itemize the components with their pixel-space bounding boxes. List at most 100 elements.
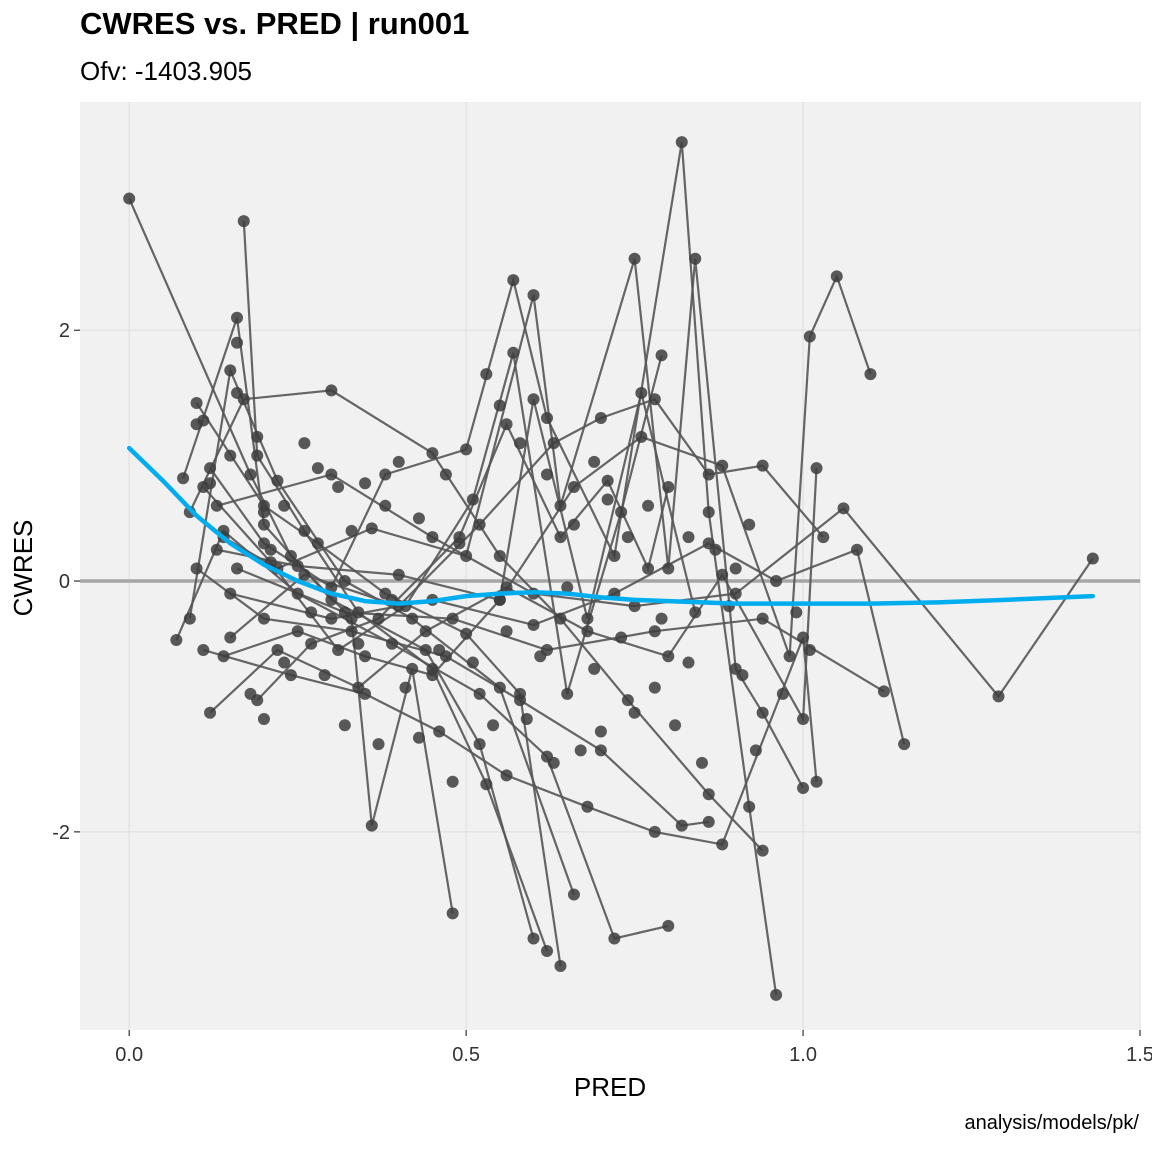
data-point	[608, 932, 621, 945]
series-line	[195, 567, 709, 827]
data-point	[567, 518, 580, 531]
data-point	[615, 631, 628, 644]
data-point	[237, 215, 250, 228]
x-axis-title: PRED	[574, 1072, 646, 1102]
y-tick-label: 2	[59, 320, 70, 342]
data-point	[305, 606, 318, 619]
data-point	[662, 919, 675, 932]
data-point	[338, 575, 351, 588]
data-point	[648, 393, 661, 406]
data-point	[702, 815, 715, 828]
data-point	[507, 346, 520, 359]
data-point	[244, 687, 257, 700]
data-point	[386, 637, 399, 650]
data-point	[810, 775, 823, 788]
data-point	[500, 418, 513, 431]
data-point	[460, 549, 473, 562]
data-point	[190, 562, 203, 575]
data-point	[850, 543, 863, 556]
data-point	[473, 738, 486, 751]
data-point	[338, 719, 351, 732]
data-point	[520, 712, 533, 725]
data-point	[446, 612, 459, 625]
data-point	[352, 681, 365, 694]
data-point	[466, 493, 479, 506]
data-point	[493, 399, 506, 412]
data-point	[588, 662, 601, 675]
data-point	[682, 656, 695, 669]
data-point	[534, 650, 547, 663]
data-point	[257, 712, 270, 725]
data-point	[365, 522, 378, 535]
data-point	[527, 932, 540, 945]
data-point	[257, 506, 270, 519]
data-point	[743, 800, 756, 813]
data-point	[264, 543, 277, 556]
data-point	[224, 449, 237, 462]
data-point	[837, 502, 850, 515]
data-point	[231, 386, 244, 399]
data-point	[318, 669, 331, 682]
data-point	[594, 725, 607, 738]
data-point	[527, 289, 540, 302]
data-point	[790, 606, 803, 619]
data-point	[197, 414, 210, 427]
data-point	[231, 562, 244, 575]
data-point	[224, 364, 237, 377]
data-point	[251, 449, 264, 462]
data-points	[123, 136, 1099, 1001]
data-point	[419, 644, 432, 657]
data-point	[608, 549, 621, 562]
data-point	[298, 437, 311, 450]
data-point	[621, 694, 634, 707]
data-point	[257, 518, 270, 531]
data-point	[460, 627, 473, 640]
data-point	[406, 612, 419, 625]
data-point	[743, 518, 756, 531]
series-line	[229, 397, 825, 639]
data-point	[877, 685, 890, 698]
data-point	[601, 474, 614, 487]
data-point	[797, 781, 810, 794]
data-point	[547, 437, 560, 450]
data-point	[803, 644, 816, 657]
data-point	[615, 506, 628, 519]
data-point	[628, 706, 641, 719]
data-point	[123, 192, 136, 205]
data-point	[662, 562, 675, 575]
data-point	[271, 644, 284, 657]
data-point	[392, 568, 405, 581]
data-point	[648, 625, 661, 638]
data-point	[453, 537, 466, 550]
x-tick-label: 1.0	[789, 1044, 817, 1066]
data-point	[716, 459, 729, 472]
data-point	[621, 531, 634, 544]
data-point	[729, 562, 742, 575]
data-point	[642, 562, 655, 575]
data-point	[204, 706, 217, 719]
data-point	[567, 480, 580, 493]
data-point	[446, 907, 459, 920]
data-point	[298, 524, 311, 537]
data-point	[756, 459, 769, 472]
series-line	[209, 468, 818, 723]
data-point	[439, 468, 452, 481]
data-point	[716, 838, 729, 851]
data-point	[817, 531, 830, 544]
data-point	[716, 568, 729, 581]
data-point	[291, 587, 304, 600]
data-point	[412, 512, 425, 525]
data-point	[749, 744, 762, 757]
data-point	[419, 625, 432, 638]
y-axis-title: CWRES	[8, 520, 38, 617]
data-point	[298, 568, 311, 581]
data-point	[379, 468, 392, 481]
data-point	[561, 581, 574, 594]
data-point	[675, 136, 688, 149]
data-point	[352, 637, 365, 650]
data-point	[1086, 552, 1099, 565]
data-point	[284, 549, 297, 562]
data-point	[547, 756, 560, 769]
smooth-line	[126, 445, 1096, 606]
data-point	[170, 633, 183, 646]
